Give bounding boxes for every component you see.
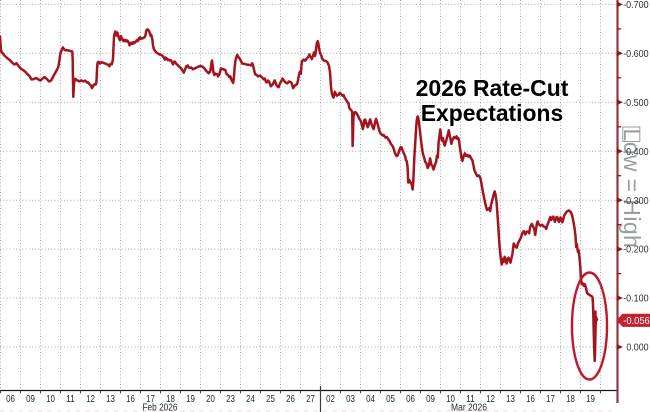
svg-text:-0.200: -0.200 <box>623 245 649 256</box>
svg-text:09: 09 <box>26 394 35 405</box>
svg-text:17: 17 <box>146 394 155 405</box>
svg-text:16: 16 <box>126 394 135 405</box>
svg-text:20: 20 <box>206 394 215 405</box>
svg-text:2026 Rate-Cut: 2026 Rate-Cut <box>416 75 569 101</box>
svg-text:13: 13 <box>506 394 515 405</box>
svg-text:02: 02 <box>326 394 335 405</box>
svg-text:-0.056: -0.056 <box>623 315 650 327</box>
svg-text:18: 18 <box>566 394 575 405</box>
svg-text:12: 12 <box>86 394 95 405</box>
svg-text:-0.400: -0.400 <box>623 147 649 158</box>
svg-text:-0.700: -0.700 <box>623 0 649 11</box>
svg-text:04: 04 <box>366 394 375 405</box>
svg-text:03: 03 <box>346 394 355 405</box>
svg-text:25: 25 <box>266 394 275 405</box>
svg-text:Feb 2026: Feb 2026 <box>143 402 178 412</box>
svg-text:24: 24 <box>246 394 255 405</box>
svg-text:12: 12 <box>486 394 495 405</box>
svg-text:09: 09 <box>426 394 435 405</box>
svg-text:17: 17 <box>546 394 555 405</box>
svg-text:27: 27 <box>306 394 315 405</box>
svg-text:-0.600: -0.600 <box>623 49 649 60</box>
svg-text:06: 06 <box>406 394 415 405</box>
svg-text:-0.300: -0.300 <box>623 196 649 207</box>
svg-text:-0.100: -0.100 <box>623 294 649 305</box>
svg-text:16: 16 <box>526 394 535 405</box>
svg-text:10: 10 <box>46 394 55 405</box>
svg-text:19: 19 <box>186 394 195 405</box>
svg-text:13: 13 <box>106 394 115 405</box>
svg-text:06: 06 <box>6 394 15 405</box>
svg-text:-0.500: -0.500 <box>623 98 649 109</box>
svg-text:18: 18 <box>166 394 175 405</box>
svg-text:23: 23 <box>226 394 235 405</box>
svg-text:11: 11 <box>66 394 75 405</box>
svg-text:0.000: 0.000 <box>626 343 648 354</box>
svg-text:Mar 2026: Mar 2026 <box>451 402 487 412</box>
svg-text:Expectations: Expectations <box>421 100 563 126</box>
svg-text:11: 11 <box>466 394 475 405</box>
svg-text:10: 10 <box>446 394 455 405</box>
svg-text:19: 19 <box>586 394 595 405</box>
svg-text:05: 05 <box>386 394 395 405</box>
svg-text:Low = High: Low = High <box>619 129 645 249</box>
svg-text:26: 26 <box>286 394 295 405</box>
